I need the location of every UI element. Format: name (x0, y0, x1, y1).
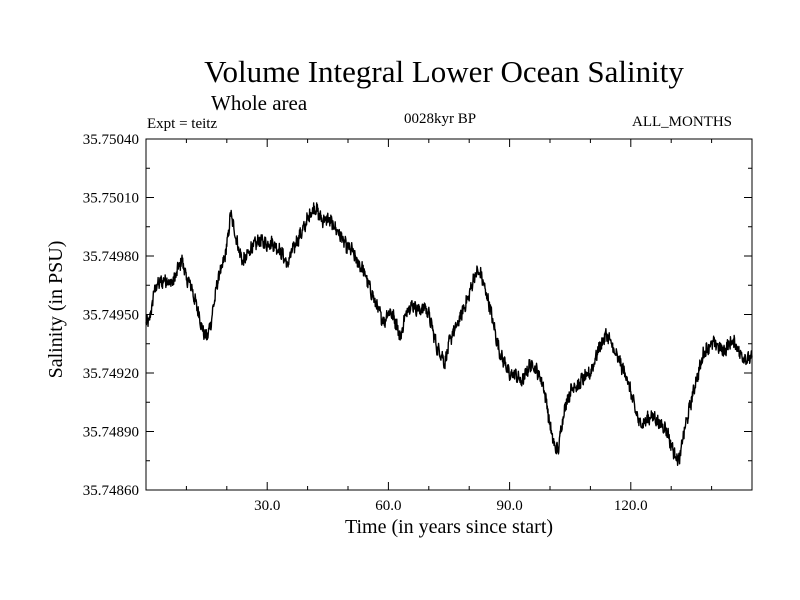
x-tick-label: 60.0 (375, 498, 401, 514)
y-tick-label: 35.74920 (83, 366, 139, 382)
y-tick-label: 35.74890 (83, 425, 139, 441)
y-tick-label: 35.74950 (83, 308, 139, 324)
chart-title: Volume Integral Lower Ocean Salinity (204, 54, 684, 89)
y-tick-label: 35.74980 (83, 249, 139, 265)
x-tick-label: 90.0 (496, 498, 522, 514)
y-tick-label: 35.75040 (83, 132, 139, 148)
y-axis-label: Salinity (in PSU) (45, 241, 67, 379)
months-label: ALL_MONTHS (632, 114, 732, 130)
plot-frame (145, 138, 753, 491)
y-tick-label: 35.75010 (83, 191, 139, 207)
y-tick-label: 35.74860 (83, 483, 139, 499)
x-tick-label: 30.0 (254, 498, 280, 514)
x-tick-label: 120.0 (614, 498, 648, 514)
experiment-label: Expt = teitz (147, 116, 218, 132)
series-line-salinity (145, 202, 753, 467)
x-axis-label: Time (in years since start) (345, 516, 553, 538)
chart-subtitle: Whole area (211, 91, 308, 115)
period-label: 0028kyr BP (404, 111, 477, 127)
